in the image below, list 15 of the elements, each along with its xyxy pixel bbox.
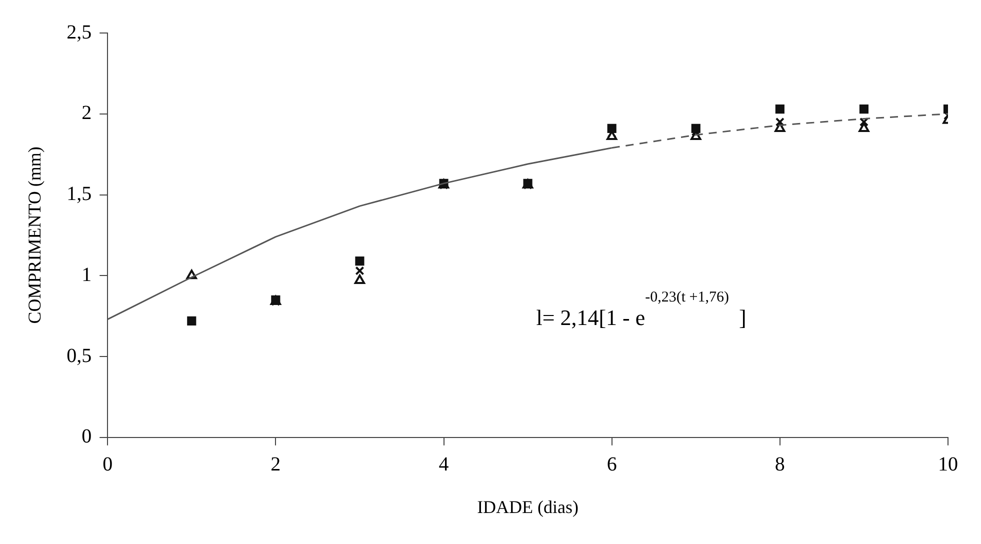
x-tick-label: 2 [270, 454, 281, 476]
annotation: l= 2,14[1 - e-0,23(t +1,76)] [536, 289, 746, 330]
y-axis-title: COMPRIMENTO (mm) [24, 146, 45, 324]
y-tick-label: 0,5 [66, 344, 92, 367]
y-tick-label: 2 [82, 102, 92, 124]
y-tick-label: 1 [82, 264, 92, 286]
x-tick-label: 0 [102, 454, 113, 476]
x-tick-label: 8 [774, 454, 785, 476]
y-tick-label: 2,5 [66, 21, 92, 44]
y-tick-label: 1,5 [66, 183, 92, 206]
x-axis-title: IDADE (dias) [477, 496, 579, 517]
y-tick-label: 0 [82, 426, 92, 448]
x-tick-label: 10 [938, 454, 958, 476]
x-tick-label: 6 [606, 454, 617, 476]
x-tick-label: 4 [438, 454, 449, 476]
